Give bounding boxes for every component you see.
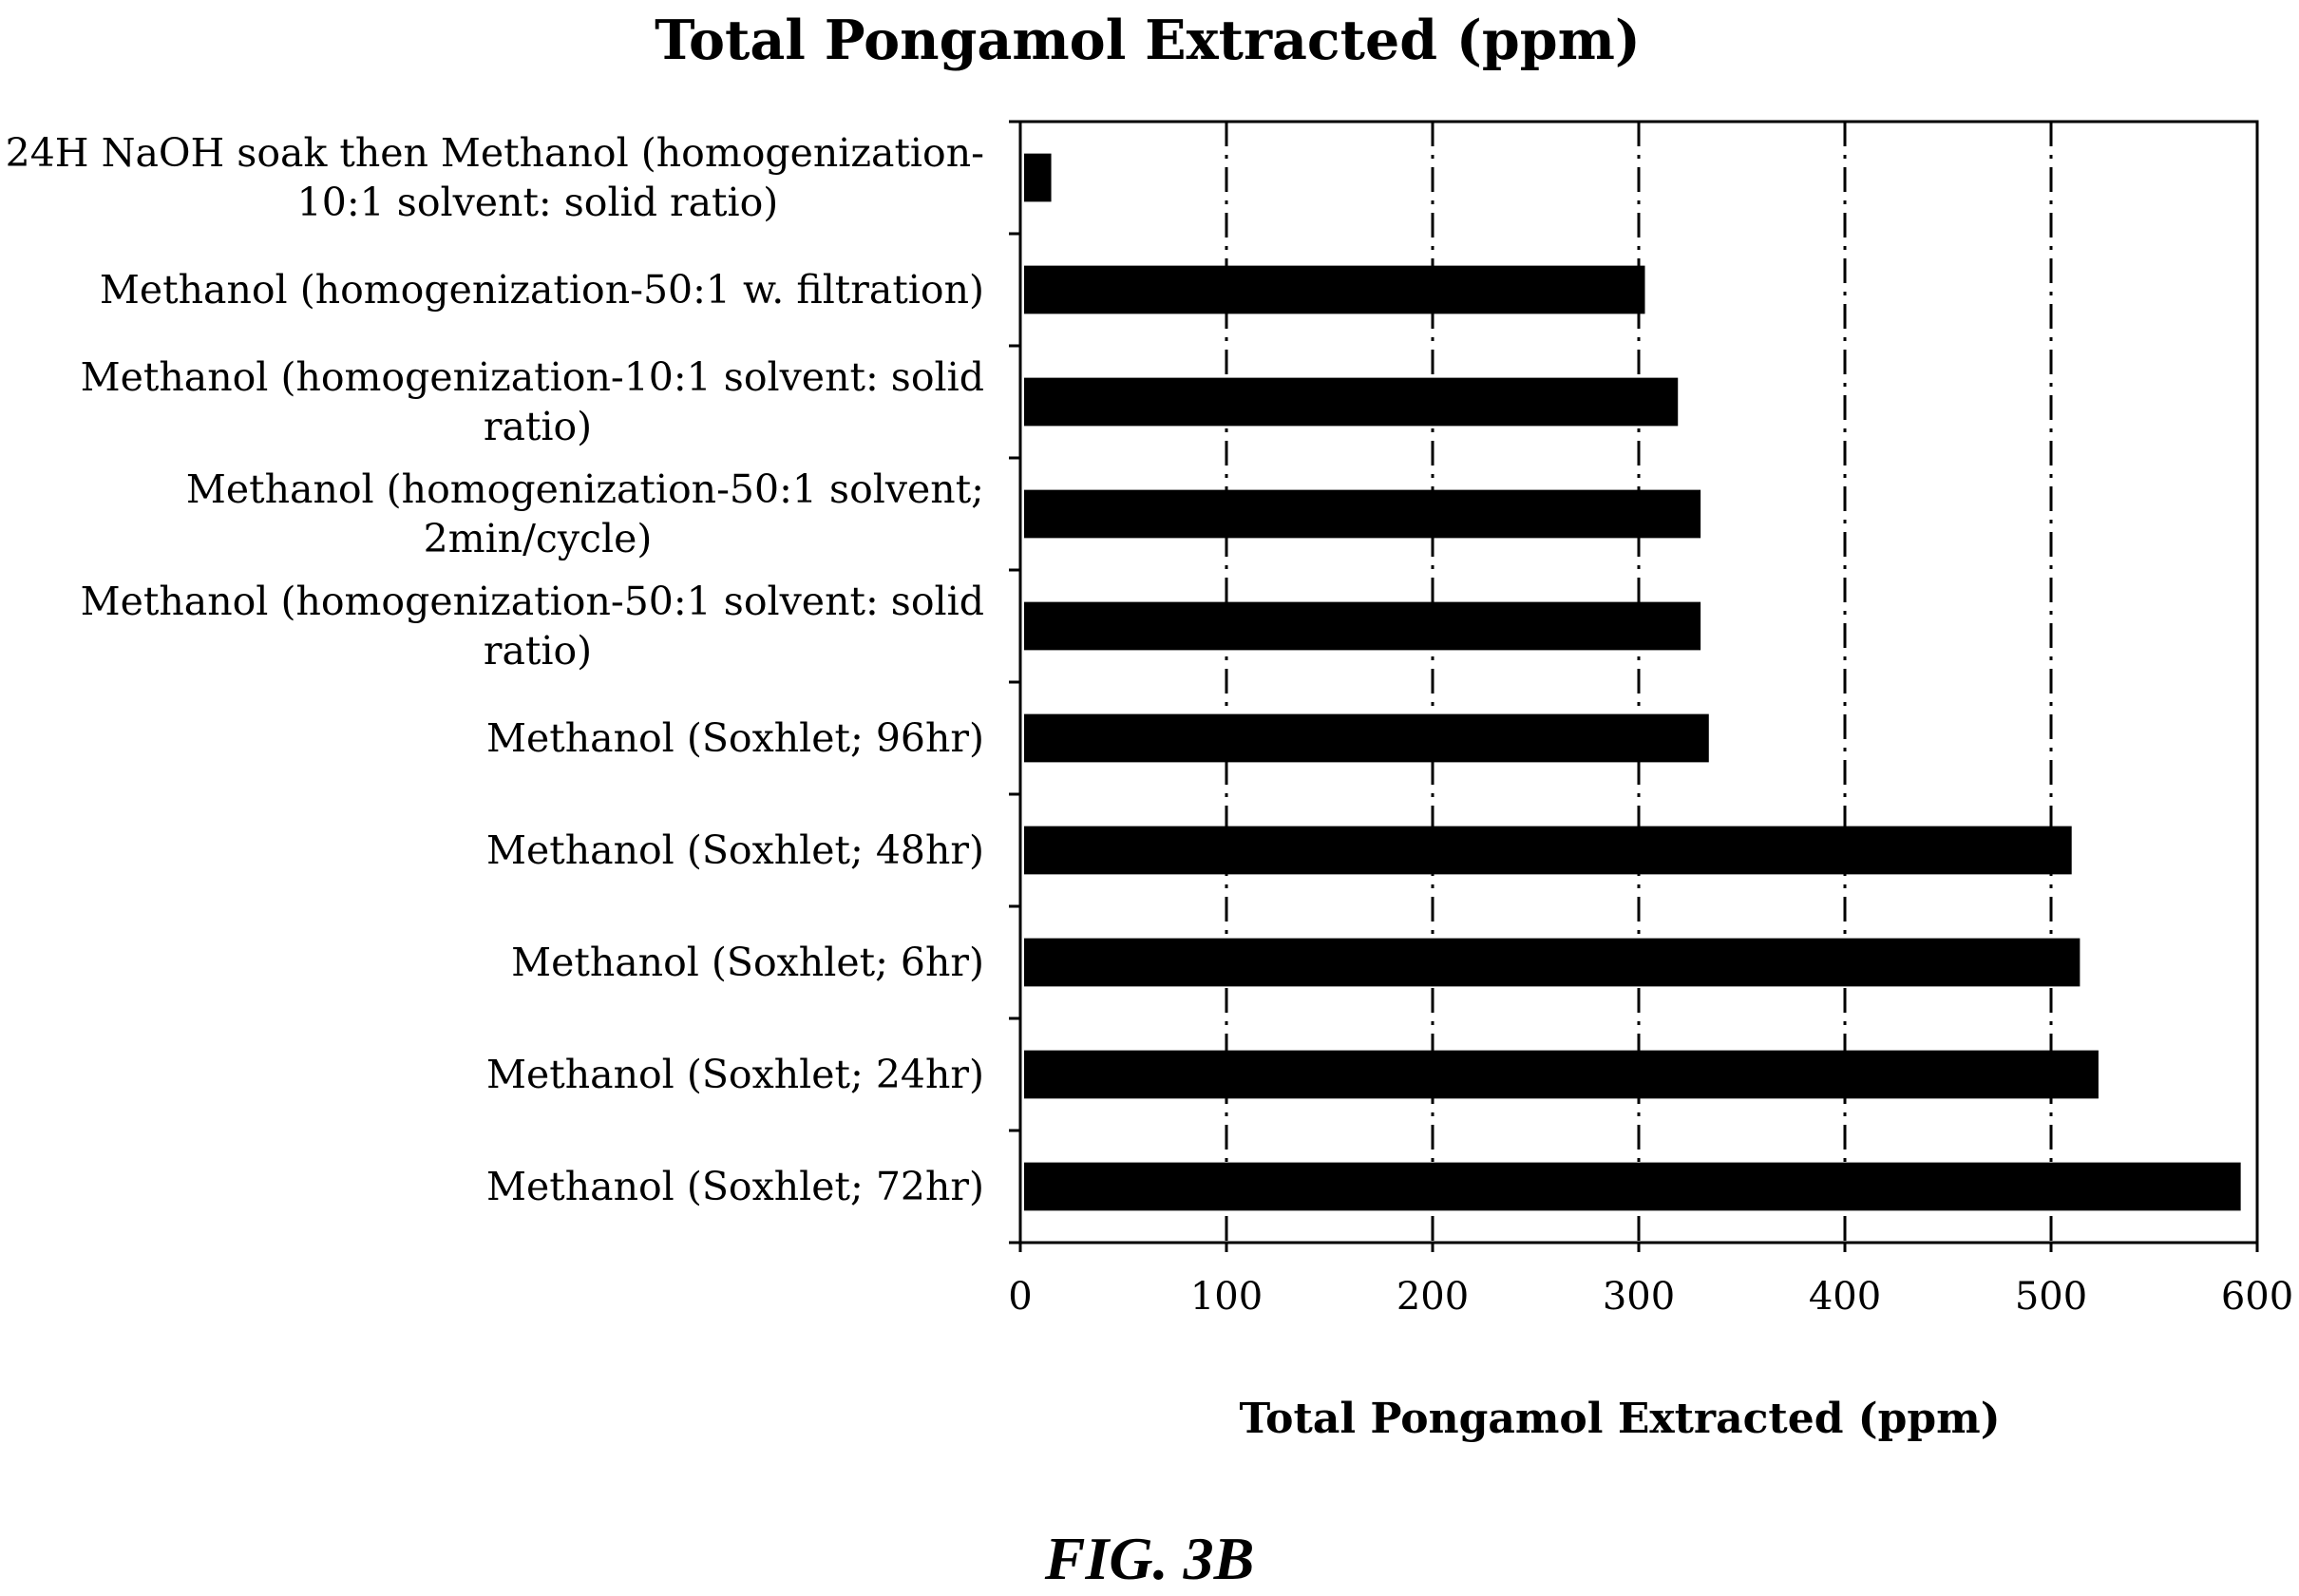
bar-9 — [1024, 1050, 2099, 1099]
bar-10 — [1024, 1162, 2241, 1211]
x-tick-label-400: 400 — [1809, 1275, 1881, 1319]
category-labels: 24H NaOH soak then Methanol (homogenizat… — [6, 130, 984, 1209]
x-tick-label-500: 500 — [2015, 1275, 2087, 1319]
x-tick-label-200: 200 — [1396, 1275, 1469, 1319]
category-label-line: Methanol (homogenization-50:1 solvent; — [186, 466, 984, 512]
category-label: Methanol (homogenization-50:1 w. filtrat… — [100, 267, 984, 313]
figure-caption: FIG. 3B — [1044, 1525, 1255, 1592]
category-label-line: ratio) — [484, 628, 592, 674]
x-tick-label-300: 300 — [1603, 1275, 1675, 1319]
category-label: Methanol (Soxhlet; 6hr) — [511, 940, 984, 985]
category-label-line: Methanol (homogenization-10:1 solvent: s… — [81, 354, 984, 400]
bar-1 — [1024, 153, 1052, 202]
x-tick-label-0: 0 — [1008, 1275, 1032, 1319]
category-label-line: 24H NaOH soak then Methanol (homogenizat… — [6, 130, 984, 176]
bars — [1024, 153, 2241, 1211]
bar-4 — [1024, 489, 1701, 539]
category-label: Methanol (Soxhlet; 24hr) — [486, 1052, 984, 1097]
category-label: Methanol (homogenization-50:1 solvent: s… — [81, 579, 984, 674]
bar-3 — [1024, 377, 1679, 427]
category-label-line: Methanol (homogenization-50:1 solvent: s… — [81, 579, 984, 624]
category-label: 24H NaOH soak then Methanol (homogenizat… — [6, 130, 984, 225]
category-label: Methanol (homogenization-50:1 solvent; 2m… — [186, 466, 984, 561]
category-label-line: 2min/cycle) — [424, 516, 653, 561]
category-label-line: Methanol (Soxhlet; 96hr) — [486, 715, 984, 761]
category-label: Methanol (Soxhlet; 48hr) — [486, 827, 984, 873]
category-label-line: 10:1 solvent: solid ratio) — [297, 180, 779, 225]
category-label: Methanol (Soxhlet; 96hr) — [486, 715, 984, 761]
x-axis-title: Total Pongamol Extracted (ppm) — [1239, 1395, 2000, 1443]
category-label-line: Methanol (Soxhlet; 48hr) — [486, 827, 984, 873]
bar-5 — [1024, 601, 1701, 651]
bar-6 — [1024, 713, 1709, 763]
category-label-line: Methanol (Soxhlet; 6hr) — [511, 940, 984, 985]
chart-title: Total Pongamol Extracted (ppm) — [655, 9, 1641, 72]
bar-7 — [1024, 826, 2072, 875]
x-tick-label-100: 100 — [1190, 1275, 1263, 1319]
bar-2 — [1024, 265, 1645, 314]
category-label-line: Methanol (homogenization-50:1 w. filtrat… — [100, 267, 984, 313]
bar-8 — [1024, 938, 2080, 987]
category-label-line: Methanol (Soxhlet; 72hr) — [486, 1164, 984, 1209]
axes — [1009, 120, 2259, 1252]
category-label-line: ratio) — [484, 404, 592, 449]
category-label-line: Methanol (Soxhlet; 24hr) — [486, 1052, 984, 1097]
category-label: Methanol (homogenization-10:1 solvent: s… — [81, 354, 984, 449]
category-label: Methanol (Soxhlet; 72hr) — [486, 1164, 984, 1209]
x-tick-labels: 0 100 200 300 400 500 600 — [1008, 1275, 2293, 1319]
x-tick-label-600: 600 — [2221, 1275, 2293, 1319]
